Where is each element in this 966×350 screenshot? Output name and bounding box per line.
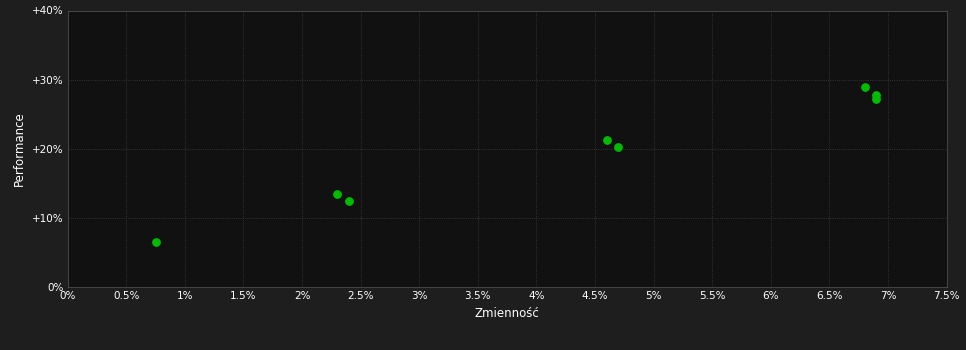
Point: [857, 84, 872, 89]
Y-axis label: Performance: Performance: [14, 111, 26, 186]
Point: [341, 198, 356, 203]
Point: [599, 138, 614, 143]
Point: [611, 144, 626, 149]
Point: [329, 191, 345, 196]
Point: [868, 96, 884, 102]
X-axis label: Zmienność: Zmienność: [474, 307, 540, 320]
Point: [148, 239, 163, 245]
Point: [868, 92, 884, 98]
